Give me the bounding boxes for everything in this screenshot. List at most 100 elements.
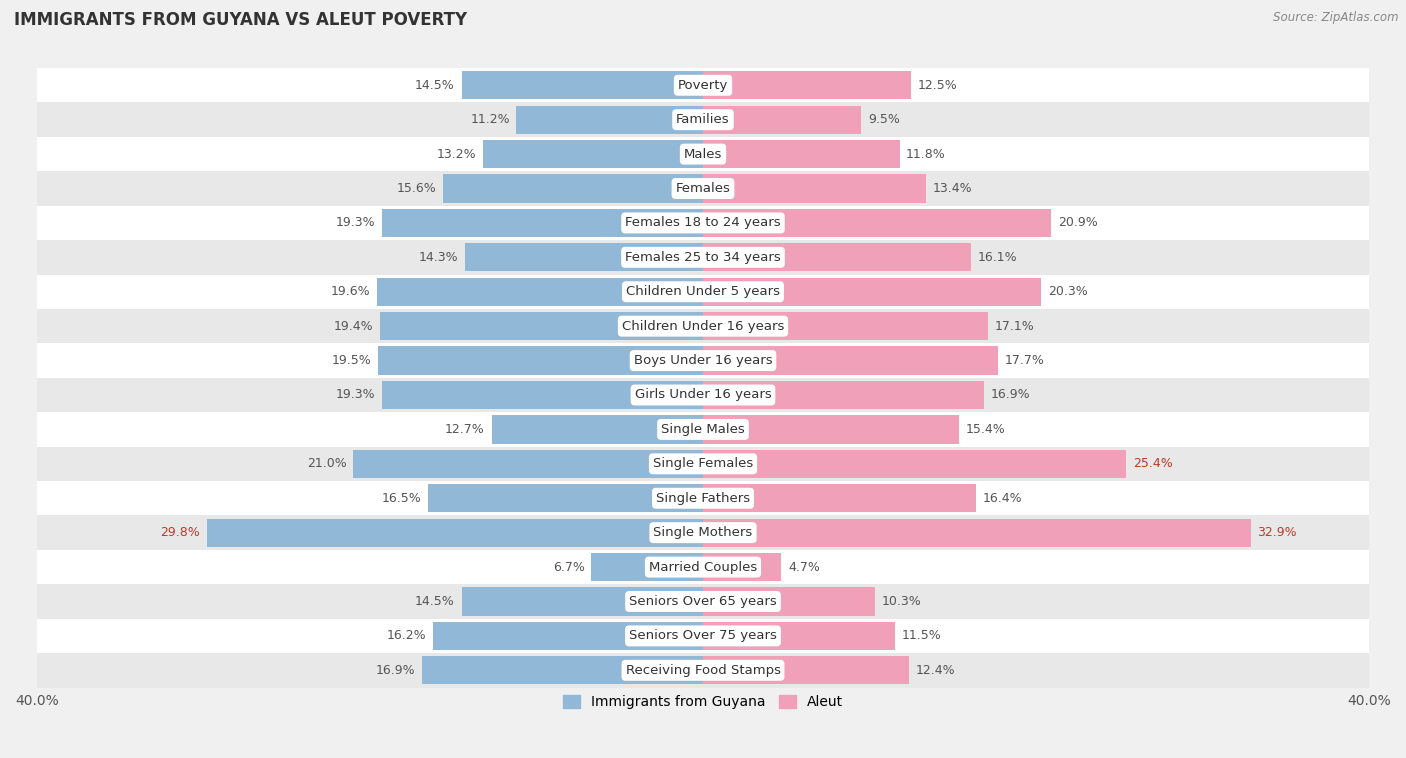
Text: 29.8%: 29.8% <box>160 526 200 539</box>
Bar <box>37 515 1369 550</box>
Bar <box>461 71 703 99</box>
Bar <box>703 484 976 512</box>
Bar <box>592 553 703 581</box>
Bar <box>422 656 703 684</box>
Bar <box>703 105 862 134</box>
Bar <box>484 140 703 168</box>
Bar <box>703 622 894 650</box>
Bar <box>461 587 703 615</box>
Text: Single Fathers: Single Fathers <box>657 492 749 505</box>
Text: 21.0%: 21.0% <box>307 457 347 470</box>
Text: Single Females: Single Females <box>652 457 754 470</box>
Bar <box>37 481 1369 515</box>
Text: Females 18 to 24 years: Females 18 to 24 years <box>626 217 780 230</box>
Text: IMMIGRANTS FROM GUYANA VS ALEUT POVERTY: IMMIGRANTS FROM GUYANA VS ALEUT POVERTY <box>14 11 467 30</box>
Bar <box>703 312 988 340</box>
Text: Single Mothers: Single Mothers <box>654 526 752 539</box>
Bar <box>703 518 1251 547</box>
Text: Poverty: Poverty <box>678 79 728 92</box>
Bar <box>37 309 1369 343</box>
Bar <box>381 208 703 237</box>
Bar <box>378 346 703 374</box>
Text: Females: Females <box>675 182 731 195</box>
Bar <box>37 550 1369 584</box>
Bar <box>37 446 1369 481</box>
Bar <box>703 71 911 99</box>
Bar <box>703 553 782 581</box>
Text: 16.5%: 16.5% <box>382 492 422 505</box>
Text: 16.9%: 16.9% <box>375 664 415 677</box>
Legend: Immigrants from Guyana, Aleut: Immigrants from Guyana, Aleut <box>557 690 849 715</box>
Bar <box>377 277 703 306</box>
Text: 12.7%: 12.7% <box>446 423 485 436</box>
Text: Children Under 16 years: Children Under 16 years <box>621 320 785 333</box>
Text: 19.3%: 19.3% <box>335 389 375 402</box>
Text: Females 25 to 34 years: Females 25 to 34 years <box>626 251 780 264</box>
Text: 4.7%: 4.7% <box>787 561 820 574</box>
Text: 9.5%: 9.5% <box>868 113 900 126</box>
Text: 11.8%: 11.8% <box>907 148 946 161</box>
Bar <box>703 277 1040 306</box>
Text: Males: Males <box>683 148 723 161</box>
Bar <box>37 240 1369 274</box>
Text: Single Males: Single Males <box>661 423 745 436</box>
Text: 14.5%: 14.5% <box>415 595 456 608</box>
Bar <box>37 619 1369 653</box>
Bar <box>703 656 910 684</box>
Text: 15.4%: 15.4% <box>966 423 1005 436</box>
Bar <box>443 174 703 202</box>
Bar <box>429 484 703 512</box>
Text: 19.5%: 19.5% <box>332 354 371 367</box>
Text: Children Under 5 years: Children Under 5 years <box>626 285 780 298</box>
Text: 16.2%: 16.2% <box>387 629 426 642</box>
Text: 19.4%: 19.4% <box>333 320 373 333</box>
Bar <box>37 274 1369 309</box>
Text: 14.5%: 14.5% <box>415 79 456 92</box>
Bar <box>433 622 703 650</box>
Text: 19.6%: 19.6% <box>330 285 370 298</box>
Bar <box>703 140 900 168</box>
Text: 19.3%: 19.3% <box>335 217 375 230</box>
Bar <box>37 68 1369 102</box>
Bar <box>703 243 972 271</box>
Text: 16.4%: 16.4% <box>983 492 1022 505</box>
Bar <box>703 346 998 374</box>
Bar <box>37 343 1369 377</box>
Bar <box>37 171 1369 205</box>
Bar <box>207 518 703 547</box>
Bar <box>465 243 703 271</box>
Text: Seniors Over 65 years: Seniors Over 65 years <box>628 595 778 608</box>
Text: 12.5%: 12.5% <box>918 79 957 92</box>
Bar <box>353 449 703 478</box>
Bar <box>381 381 703 409</box>
Bar <box>703 415 959 443</box>
Text: Receiving Food Stamps: Receiving Food Stamps <box>626 664 780 677</box>
Bar <box>492 415 703 443</box>
Text: Girls Under 16 years: Girls Under 16 years <box>634 389 772 402</box>
Bar <box>37 205 1369 240</box>
Text: 11.2%: 11.2% <box>470 113 510 126</box>
Text: Boys Under 16 years: Boys Under 16 years <box>634 354 772 367</box>
Text: 32.9%: 32.9% <box>1257 526 1298 539</box>
Text: 16.1%: 16.1% <box>977 251 1018 264</box>
Bar <box>37 653 1369 688</box>
Text: 14.3%: 14.3% <box>419 251 458 264</box>
Bar <box>37 412 1369 446</box>
Bar <box>37 137 1369 171</box>
Bar <box>516 105 703 134</box>
Bar <box>380 312 703 340</box>
Bar <box>703 174 927 202</box>
Bar <box>703 449 1126 478</box>
Text: 15.6%: 15.6% <box>396 182 436 195</box>
Bar <box>703 587 875 615</box>
Text: 20.9%: 20.9% <box>1057 217 1098 230</box>
Bar <box>37 102 1369 137</box>
Text: 20.3%: 20.3% <box>1047 285 1087 298</box>
Bar <box>703 208 1052 237</box>
Text: 11.5%: 11.5% <box>901 629 941 642</box>
Text: Source: ZipAtlas.com: Source: ZipAtlas.com <box>1274 11 1399 24</box>
Text: 12.4%: 12.4% <box>917 664 956 677</box>
Text: 16.9%: 16.9% <box>991 389 1031 402</box>
Text: Married Couples: Married Couples <box>650 561 756 574</box>
Bar <box>37 584 1369 619</box>
